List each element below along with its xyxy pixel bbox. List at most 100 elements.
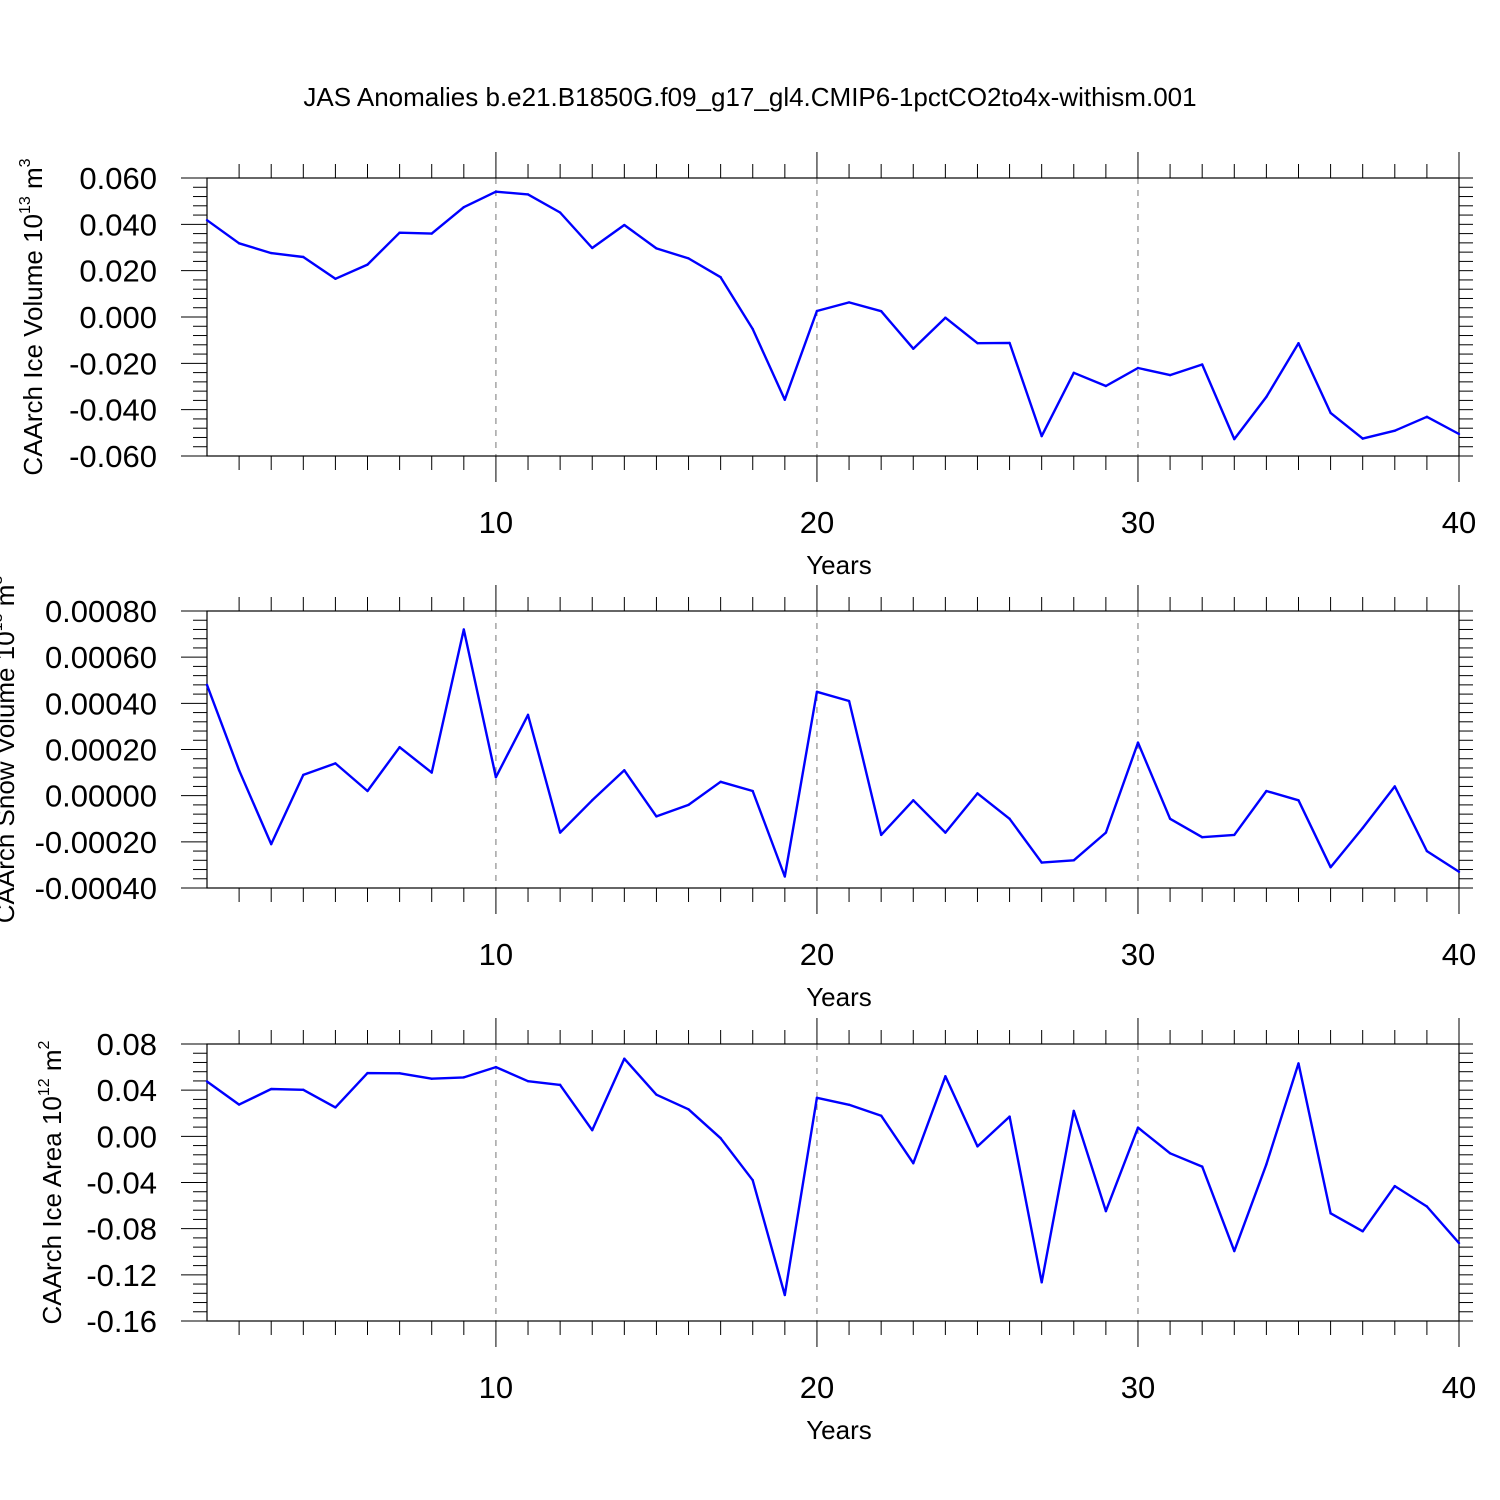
data-point [1425,415,1429,419]
data-point [1457,870,1461,874]
x-tick-label: 20 [800,937,834,972]
y-tick-label: 0.060 [79,161,157,196]
y-tick-label: -0.020 [69,346,157,381]
data-point [270,842,273,846]
data-point [366,789,369,793]
data-point [1457,432,1461,436]
x-axis-title: Years [806,550,872,580]
y-axis-title: CAArch Ice Volume 1013 m3 [17,158,48,475]
data-point [237,242,241,245]
data-point [847,1103,851,1107]
chart-panel-3: -0.16 -0.12 -0.08 -0.04 0.00 0.04 0.08 10 20 30 40… [36,1018,1476,1445]
data-point [591,246,594,250]
x-axis-title: Years [806,1415,872,1445]
data-point [398,231,401,234]
data-point [1265,789,1268,793]
data-point [334,1106,337,1109]
data-point [1329,866,1332,869]
data-point [462,628,466,631]
data-point [912,1162,915,1165]
data-point [398,1072,401,1075]
data-point [783,875,787,878]
data-point [366,263,369,266]
data-point [430,1077,433,1080]
data-point [1200,1165,1204,1168]
data-point [1008,817,1011,820]
data-point [751,327,754,331]
y-tick-label: 0.00040 [45,686,157,721]
data-point [1329,1212,1332,1215]
y-tick-label: -0.040 [69,393,157,428]
data-point [1233,833,1236,837]
data-point [783,1293,787,1297]
data-point [1136,741,1140,744]
data-point [623,769,626,772]
data-point [1265,395,1268,399]
series-line [206,190,1460,441]
data-point [205,1080,209,1083]
data-point [847,699,851,703]
data-point [237,1103,241,1106]
data-point [366,1071,369,1075]
data-point [1072,371,1075,375]
y-tick-label: -0.16 [86,1304,157,1339]
data-point [302,773,305,777]
y-tick-label: 0.00060 [45,640,157,675]
data-point [1200,363,1204,366]
chart-panel-1: -0.060 -0.040 -0.020 0.000 0.020 0.040 0.060 10… [17,152,1476,580]
chart-panel-2: -0.00040 -0.00020 0.00000 0.00020 0.00040 0.0… [0,576,1476,1012]
y-tick-label: 0.020 [79,254,157,289]
data-point [815,690,819,693]
y-tick-label: -0.12 [86,1258,157,1293]
y-axis-title: CAArch Ice Area 1012 m2 [36,1040,67,1324]
data-point [623,1057,626,1060]
y-tick-label: -0.08 [86,1212,157,1247]
series-line [205,628,1460,878]
data-point [1072,1109,1075,1113]
x-tick-label: 30 [1121,1370,1155,1405]
data-point [1008,1115,1011,1118]
data-point [1136,1126,1140,1129]
data-point [1168,1152,1172,1155]
data-point [494,1065,498,1069]
plot-frame [206,177,1460,457]
x-tick-label: 10 [479,505,513,540]
data-point [1393,1184,1396,1188]
data-point [1104,1209,1108,1213]
data-point [398,745,401,749]
x-axis-title: Years [806,982,872,1012]
data-point [205,218,209,222]
data-point [558,831,562,834]
data-point [1361,826,1364,830]
x-tick-label: 40 [1442,505,1476,540]
y-tick-label: 0.00 [97,1119,157,1154]
data-point [879,833,883,837]
data-point [494,776,498,779]
y-tick-label: 0.00000 [45,779,157,814]
data-point [815,309,819,313]
y-tick-label: 0.04 [97,1073,157,1108]
data-point [430,232,433,235]
data-point [687,803,690,807]
data-point [494,190,498,193]
data-point [976,792,979,795]
plot-frame [206,1043,1460,1322]
data-point [1393,785,1396,788]
x-tick-label: 10 [479,937,513,972]
y-tick-label: 0.000 [79,300,157,335]
data-point [1265,1163,1268,1166]
y-tick-label: 0.00080 [45,594,157,629]
data-point [944,831,947,834]
data-point [270,251,273,255]
y-tick-label: -0.00040 [35,871,157,906]
data-point [1233,437,1236,441]
x-tick-label: 30 [1121,937,1155,972]
data-point [1072,859,1075,862]
x-tick-label: 20 [800,1370,834,1405]
data-point [1425,1205,1429,1208]
data-point [944,1075,947,1078]
data-point [591,1129,594,1132]
data-point [558,211,562,214]
data-point [719,780,722,784]
data-point [1040,861,1043,864]
